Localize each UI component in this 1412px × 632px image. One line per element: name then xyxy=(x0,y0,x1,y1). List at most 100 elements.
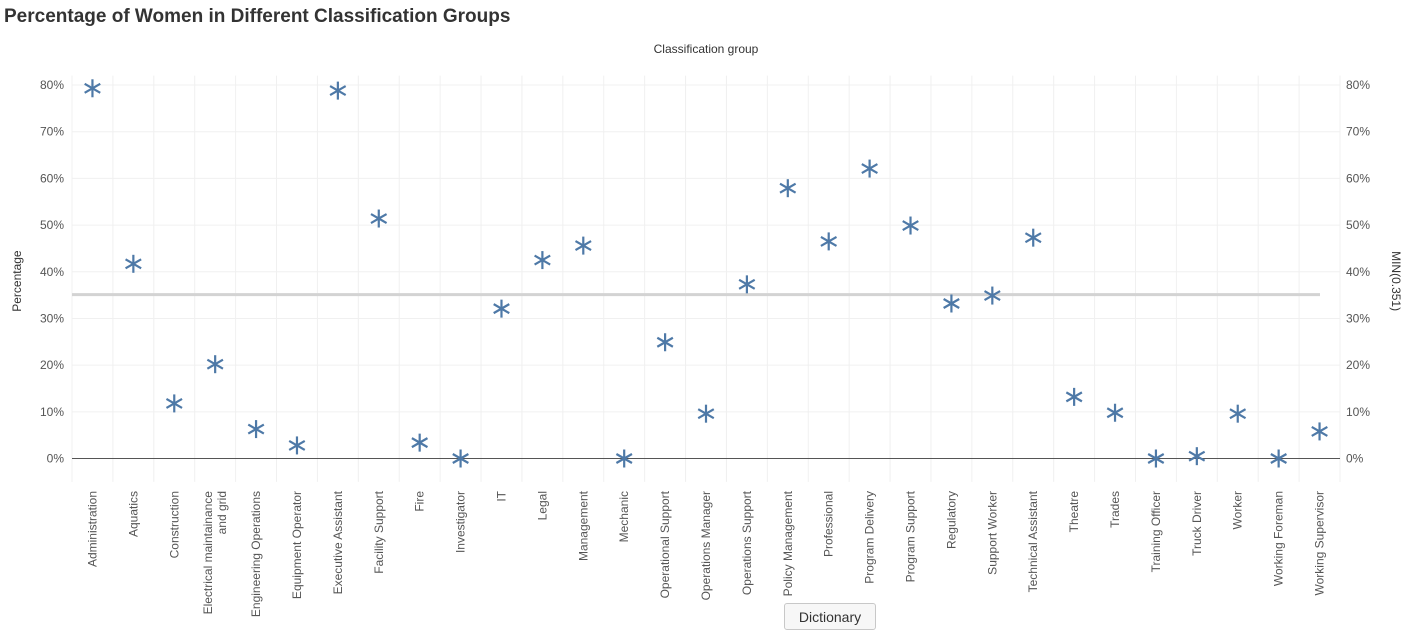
asterisk-stroke xyxy=(411,437,429,449)
asterisk-stroke xyxy=(574,240,592,252)
data-point xyxy=(1065,387,1083,406)
data-point xyxy=(329,81,347,100)
y-tick-label-right: 70% xyxy=(1346,125,1370,139)
category-label-line: Administration xyxy=(85,491,99,567)
category-label-line: Training Officer xyxy=(1149,491,1163,572)
asterisk-stroke xyxy=(1270,453,1287,464)
category-label-line: Equipment Operator xyxy=(290,491,304,599)
asterisk-stroke xyxy=(902,220,919,231)
category-label: Operations Manager xyxy=(699,491,713,600)
category-label-line: Facility Support xyxy=(372,490,386,573)
category-label-line: Trades xyxy=(1108,491,1122,528)
y-tick-label-right: 40% xyxy=(1346,265,1370,279)
category-label-line: Support Worker xyxy=(985,491,999,575)
category-label-line: Aquatics xyxy=(126,491,140,537)
category-label-line: Program Delivery xyxy=(863,491,877,584)
data-point xyxy=(1188,447,1206,466)
y-tick-label-right: 20% xyxy=(1346,358,1370,372)
asterisk-stroke xyxy=(1106,407,1124,419)
data-point xyxy=(125,254,142,273)
category-label: Legal xyxy=(535,491,549,520)
category-label-line: Legal xyxy=(535,491,549,520)
asterisk-stroke xyxy=(656,336,674,348)
asterisk-stroke xyxy=(697,408,715,420)
category-label: Mechanic xyxy=(617,491,631,542)
y-tick-label-left: 40% xyxy=(40,265,64,279)
category-label-line: Worker xyxy=(1231,491,1245,529)
y-tick-label-left: 50% xyxy=(40,218,64,232)
asterisk-stroke xyxy=(206,358,224,370)
asterisk-stroke xyxy=(820,235,838,247)
y-tick-label-right: 50% xyxy=(1346,218,1370,232)
asterisk-stroke xyxy=(534,254,551,266)
y-tick-label-left: 80% xyxy=(40,78,64,92)
data-point xyxy=(165,394,183,413)
data-point xyxy=(206,355,224,374)
data-point xyxy=(697,404,715,423)
chart-title: Percentage of Women in Different Classif… xyxy=(4,6,511,27)
category-label-line: Truck Driver xyxy=(1190,491,1204,556)
category-label-line: Policy Management xyxy=(781,490,795,596)
asterisk-stroke xyxy=(1065,391,1083,403)
asterisk-stroke xyxy=(861,163,878,175)
category-label: Training Officer xyxy=(1149,491,1163,572)
data-point xyxy=(452,449,469,468)
category-label-line: Fire xyxy=(413,491,427,512)
category-label-line: Electrical maintainance xyxy=(201,491,215,615)
data-point xyxy=(943,294,960,313)
y-tick-label-right: 80% xyxy=(1346,78,1370,92)
category-label: Investigator xyxy=(454,491,468,553)
category-label: Executive Assistant xyxy=(331,490,345,594)
asterisk-stroke xyxy=(84,82,101,94)
category-label-line: Operational Support xyxy=(658,490,672,598)
category-label: Equipment Operator xyxy=(290,491,304,599)
category-label-line: Working Foreman xyxy=(1272,491,1286,586)
data-point xyxy=(370,209,388,228)
asterisk-stroke xyxy=(983,290,1001,302)
category-label: Engineering Operations xyxy=(249,491,263,617)
asterisk-stroke xyxy=(329,85,347,97)
y-tick-label-left: 10% xyxy=(40,405,64,419)
data-point xyxy=(84,79,101,98)
category-label: Electrical maintainanceand grid xyxy=(201,491,229,615)
data-point xyxy=(411,433,429,452)
grid xyxy=(71,75,1341,482)
data-point xyxy=(861,159,878,178)
y-axis-label: Percentage xyxy=(10,250,24,312)
y-axis-label-right: MIN(0.351) xyxy=(1389,251,1403,311)
category-label: Technical Assistant xyxy=(1026,490,1040,592)
data-point xyxy=(656,333,674,352)
category-label-line: Management xyxy=(576,490,590,561)
top-axis-label: Classification group xyxy=(654,42,759,56)
data-point xyxy=(1106,403,1124,422)
data-point xyxy=(288,436,306,455)
category-label: Worker xyxy=(1231,491,1245,529)
category-label-line: Regulatory xyxy=(944,491,958,549)
data-point xyxy=(1311,422,1328,441)
y-tick-label-right: 0% xyxy=(1346,452,1364,466)
category-label-line: Program Support xyxy=(904,490,918,582)
category-labels: Administration Aquatics Construction Electr… xyxy=(85,490,1326,617)
asterisk-stroke xyxy=(615,453,633,464)
category-label: Management xyxy=(576,490,590,561)
asterisk-stroke xyxy=(943,298,960,309)
asterisk-stroke xyxy=(738,278,756,290)
category-label-line: Executive Assistant xyxy=(331,490,345,594)
y-tick-label-left: 60% xyxy=(40,171,64,185)
data-point xyxy=(1270,449,1287,468)
category-label-line: Operations Manager xyxy=(699,491,713,600)
category-label: Operational Support xyxy=(658,490,672,598)
asterisk-stroke xyxy=(1024,232,1042,244)
asterisk-stroke xyxy=(493,303,510,315)
category-label-line: Investigator xyxy=(454,491,468,553)
category-label: Truck Driver xyxy=(1190,491,1204,556)
asterisk-stroke xyxy=(452,453,469,464)
data-point xyxy=(493,299,510,318)
category-label: Aquatics xyxy=(126,491,140,537)
category-label: Professional xyxy=(822,491,836,557)
data-point xyxy=(534,251,551,270)
category-label-line: IT xyxy=(494,490,508,501)
dictionary-button[interactable]: Dictionary xyxy=(784,603,876,630)
category-label-line: Professional xyxy=(822,491,836,557)
